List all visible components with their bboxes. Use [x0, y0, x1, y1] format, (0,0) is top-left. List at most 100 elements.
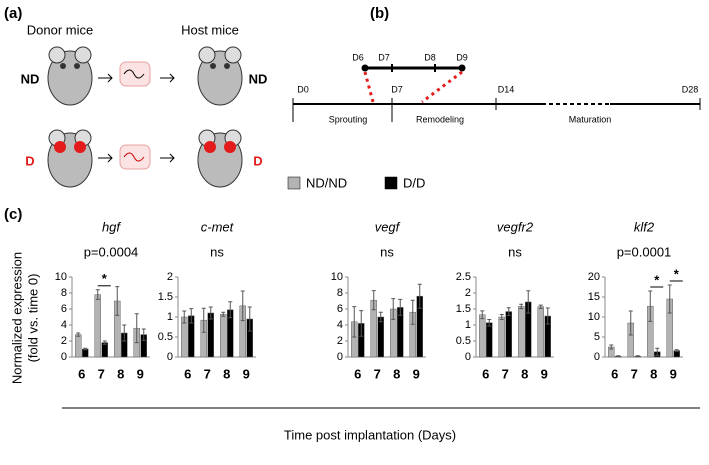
bar: [377, 316, 384, 358]
y-axis-title-line: Normalized expression: [9, 252, 24, 384]
error-bar: [182, 310, 187, 324]
y-axis-title-line: (fold vs. time 0): [25, 274, 40, 363]
main-tick: D0: [297, 84, 309, 94]
y-tick-label: 8: [61, 287, 67, 299]
x-tick-label: 9: [243, 366, 250, 381]
error-bar: [208, 306, 213, 320]
error-bar: [378, 311, 383, 323]
chart-title: vegf: [375, 219, 401, 234]
chart-subtitle: ns: [380, 244, 394, 259]
y-tick-label: 2: [337, 335, 343, 347]
y-tick-label: 0: [61, 351, 67, 363]
group-label: D: [25, 153, 34, 168]
bar: [207, 312, 214, 358]
chart-subtitle: ns: [508, 244, 522, 259]
error-bar: [141, 328, 146, 341]
phase: Sprouting: [329, 114, 368, 124]
chart-subtitle: p=0.0001: [617, 244, 672, 259]
group-label: ND: [21, 71, 40, 86]
error-bar: [398, 298, 403, 316]
error-bar: [648, 290, 653, 322]
legend-swatch: [287, 176, 301, 190]
error-bar: [609, 344, 614, 350]
error-bar: [247, 306, 252, 332]
y-tick-label: 2: [465, 287, 471, 299]
x-tick-label: 9: [670, 366, 677, 381]
error-bar: [189, 308, 194, 324]
error-bar: [102, 340, 107, 345]
chart-title: hgf: [102, 219, 121, 234]
x-tick-label: 8: [521, 366, 528, 381]
error-bar: [359, 310, 364, 337]
x-tick-label: 6: [611, 366, 618, 381]
error-bar: [635, 355, 640, 358]
zoom-tick: D7: [378, 52, 390, 62]
bar: [486, 322, 493, 358]
x-tick-label: 8: [650, 366, 657, 381]
x-tick-label: 6: [184, 366, 191, 381]
diagram-b: D6 D7 D8 D9 D0 D7 D14 D28 Sprouting Remo…: [292, 52, 701, 124]
scaffold: [119, 144, 151, 170]
x-tick-label: 6: [482, 366, 489, 381]
chart-title: klf2: [634, 219, 655, 234]
error-bar: [628, 310, 633, 336]
x-tick-label: 8: [117, 366, 124, 381]
panel-label: (c): [4, 206, 22, 223]
bar: [479, 314, 486, 358]
main-tick: D7: [391, 84, 403, 94]
x-tick-label: 8: [223, 366, 230, 381]
main-tick: D28: [682, 84, 699, 94]
host-title: Host mice: [181, 22, 239, 37]
y-tick-label: 0.5: [456, 335, 471, 347]
error-bar: [115, 286, 120, 316]
error-bar: [83, 347, 88, 351]
group-label: D: [253, 153, 262, 168]
x-tick-label: 9: [541, 366, 548, 381]
error-bar: [674, 349, 679, 352]
bar: [518, 306, 525, 358]
y-tick-label: 1.5: [158, 291, 173, 303]
y-tick-label: 0: [594, 351, 600, 363]
x-tick-label: 6: [354, 366, 361, 381]
error-bar: [417, 283, 422, 309]
y-tick-label: 0: [167, 351, 173, 363]
y-tick-label: 4: [337, 319, 343, 331]
zoom-tick: D6: [352, 52, 364, 62]
mouse: [197, 46, 243, 106]
x-tick-label: 8: [393, 366, 400, 381]
bar: [75, 334, 82, 358]
y-tick-label: 0: [337, 351, 343, 363]
error-bar: [545, 307, 550, 325]
y-tick-label: 10: [55, 271, 67, 283]
y-tick-label: 4: [61, 319, 67, 331]
y-axis-title: Normalized expression (fold vs. time 0): [9, 252, 40, 384]
error-bar: [487, 319, 492, 327]
y-tick-label: 2: [61, 335, 67, 347]
mouse: [197, 129, 243, 188]
error-bar: [95, 289, 100, 300]
x-axis-title: Time post implantation (Days): [284, 427, 456, 442]
y-tick-label: 1.5: [456, 303, 471, 315]
error-bar: [499, 313, 504, 321]
y-tick-label: 10: [588, 311, 600, 323]
main-tick: D14: [498, 84, 515, 94]
legend-swatch: [384, 176, 398, 190]
error-bar: [228, 301, 233, 319]
x-tick-label: 7: [204, 366, 211, 381]
legend-label: D/D: [403, 175, 425, 190]
chart-title: vegfr2: [497, 219, 534, 234]
y-tick-label: 20: [588, 271, 600, 283]
y-tick-label: 6: [61, 303, 67, 315]
error-bar: [391, 298, 396, 320]
bar: [101, 342, 108, 358]
error-bar: [410, 299, 415, 325]
error-bar: [519, 303, 524, 310]
significance-label: *: [654, 272, 660, 287]
x-tick-label: 7: [631, 366, 638, 381]
y-tick-label: 10: [331, 271, 343, 283]
error-bar: [616, 355, 621, 358]
x-tick-label: 7: [374, 366, 381, 381]
mouse: [47, 129, 93, 188]
scaffold: [119, 61, 151, 87]
y-tick-label: 1: [465, 319, 471, 331]
